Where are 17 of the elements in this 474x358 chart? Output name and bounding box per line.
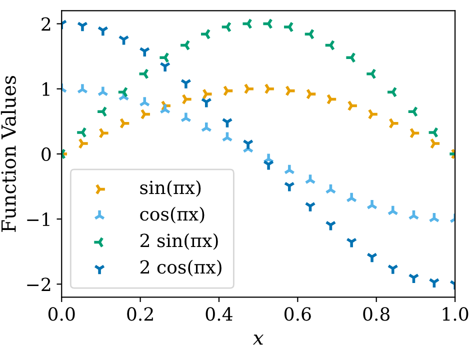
x-axis-title: x xyxy=(252,334,264,345)
legend-label: cos(πx) xyxy=(140,206,204,224)
y-axis-title: Function Values xyxy=(0,76,16,232)
y-tick-label: 0 xyxy=(42,147,51,162)
y-tick-label: 1 xyxy=(42,82,50,96)
legend-label: 2 cos(πx) xyxy=(140,260,222,276)
x-tick-label: 0.6 xyxy=(284,307,311,321)
x-tick-label: 0.0 xyxy=(48,307,75,321)
x-tick-label: 0.2 xyxy=(127,307,153,321)
y-tick-label: −2 xyxy=(27,278,50,291)
y-tick-label: −1 xyxy=(27,212,50,226)
legend-label: 2 sin(πx) xyxy=(140,233,218,250)
x-tick-label: 1.0 xyxy=(442,307,468,321)
x-tick-label: 0.4 xyxy=(206,307,232,321)
x-tick-label: 0.8 xyxy=(363,307,390,321)
y-tick-label: 2 xyxy=(42,17,50,31)
legend-label: sin(πx) xyxy=(140,180,201,197)
